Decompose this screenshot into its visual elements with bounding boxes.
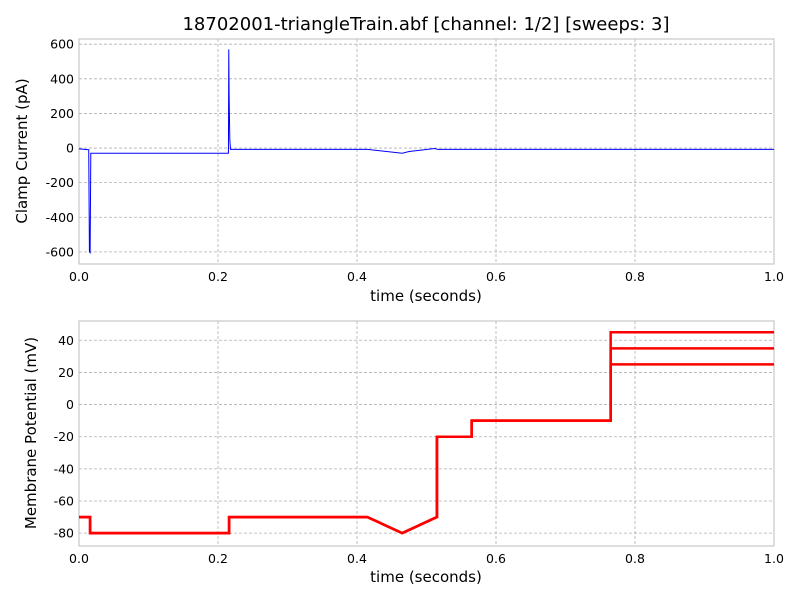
y-tick-label: -40 — [54, 461, 74, 476]
x-tick-label: 0.4 — [347, 551, 367, 566]
y-tick-label: -20 — [54, 429, 74, 444]
y-tick-label: 400 — [50, 71, 74, 86]
clamp-current-panel: Clamp Current (pA) time (seconds) 0.0 0.2… — [13, 37, 784, 305]
sweep-line-2 — [79, 347, 774, 535]
x-tick-label: 0.2 — [208, 269, 228, 284]
plot-frame — [78, 320, 775, 547]
x-tick-label: 0.6 — [486, 269, 506, 284]
x-tick-label: 1.0 — [764, 551, 784, 566]
y-axis-label-potential: Membrane Potential (mV) — [22, 337, 40, 529]
x-tick-label: 0.0 — [69, 269, 89, 284]
sweep-line-1 — [79, 49, 774, 255]
membrane-potential-panel: Membrane Potential (mV) time (seconds) 0… — [22, 320, 784, 586]
y-tick-label: 40 — [58, 333, 74, 348]
x-tick-label: 0.0 — [69, 551, 89, 566]
plot-frame — [78, 38, 775, 265]
x-tick-label: 0.8 — [625, 269, 645, 284]
y-axis-label-current: Clamp Current (pA) — [13, 78, 31, 223]
x-tick-label: 1.0 — [764, 269, 784, 284]
y-tick-label: -400 — [46, 210, 74, 225]
y-tick-label: 600 — [50, 37, 74, 52]
y-tick-label: -80 — [54, 526, 74, 541]
x-tick-label: 0.6 — [486, 551, 506, 566]
y-tick-label: 200 — [50, 106, 74, 121]
x-axis-label-current: time (seconds) — [370, 287, 482, 305]
y-tick-label: 0 — [66, 141, 74, 156]
y-tick-label: -60 — [54, 494, 74, 509]
x-axis-label-potential: time (seconds) — [370, 568, 482, 586]
x-tick-label: 0.8 — [625, 551, 645, 566]
y-tick-label: 20 — [58, 365, 74, 380]
sweep-line-3 — [79, 331, 774, 535]
x-tick-label: 0.2 — [208, 551, 228, 566]
figure-title: 18702001-triangleTrain.abf [channel: 1/2… — [182, 14, 669, 35]
y-tick-label: 0 — [66, 397, 74, 412]
y-tick-label: -600 — [46, 244, 74, 259]
sweep-line-1 — [79, 363, 774, 535]
y-tick-label: -200 — [46, 175, 74, 190]
x-tick-label: 0.4 — [347, 269, 367, 284]
